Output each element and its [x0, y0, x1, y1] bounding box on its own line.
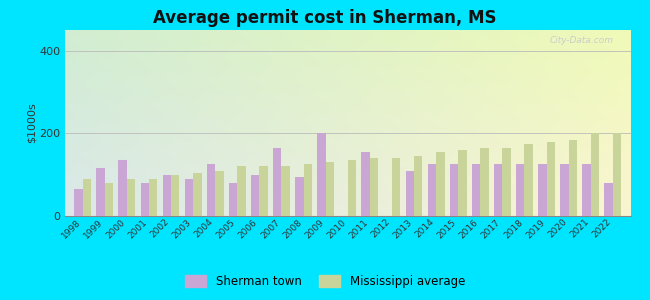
Bar — [582, 164, 591, 216]
Bar — [273, 148, 281, 216]
Bar — [613, 133, 621, 216]
Text: Average permit cost in Sherman, MS: Average permit cost in Sherman, MS — [153, 9, 497, 27]
Bar — [450, 164, 458, 216]
Bar — [149, 179, 157, 216]
Bar — [229, 183, 237, 216]
Bar — [560, 164, 569, 216]
Bar — [326, 162, 334, 216]
Text: City-Data.com: City-Data.com — [549, 36, 614, 45]
Bar — [105, 183, 113, 216]
Bar — [604, 183, 613, 216]
Bar — [591, 133, 599, 216]
Bar — [304, 164, 312, 216]
Y-axis label: $1000s: $1000s — [26, 103, 36, 143]
Bar — [317, 133, 326, 216]
Bar — [392, 158, 400, 216]
Bar — [127, 179, 135, 216]
Bar — [96, 169, 105, 216]
Bar — [525, 144, 533, 216]
Bar — [193, 172, 202, 216]
Bar — [348, 160, 356, 216]
Bar — [251, 175, 259, 216]
Bar — [171, 175, 179, 216]
Bar — [281, 167, 290, 216]
Bar — [83, 179, 91, 216]
Bar — [436, 152, 445, 216]
Bar — [215, 170, 224, 216]
Bar — [480, 148, 489, 216]
Bar — [140, 183, 149, 216]
Bar — [428, 164, 436, 216]
Bar — [516, 164, 525, 216]
Bar — [370, 158, 378, 216]
Bar — [162, 175, 171, 216]
Bar — [74, 189, 83, 216]
Bar — [237, 167, 246, 216]
Bar — [406, 170, 414, 216]
Bar — [569, 140, 577, 216]
Bar — [472, 164, 480, 216]
Bar — [207, 164, 215, 216]
Bar — [185, 179, 193, 216]
Bar — [547, 142, 555, 216]
Bar — [414, 156, 422, 216]
Bar — [295, 177, 304, 216]
Bar — [458, 150, 467, 216]
Legend: Sherman town, Mississippi average: Sherman town, Mississippi average — [179, 269, 471, 294]
Bar — [118, 160, 127, 216]
Bar — [361, 152, 370, 216]
Bar — [259, 167, 268, 216]
Bar — [494, 164, 502, 216]
Bar — [502, 148, 511, 216]
Bar — [538, 164, 547, 216]
